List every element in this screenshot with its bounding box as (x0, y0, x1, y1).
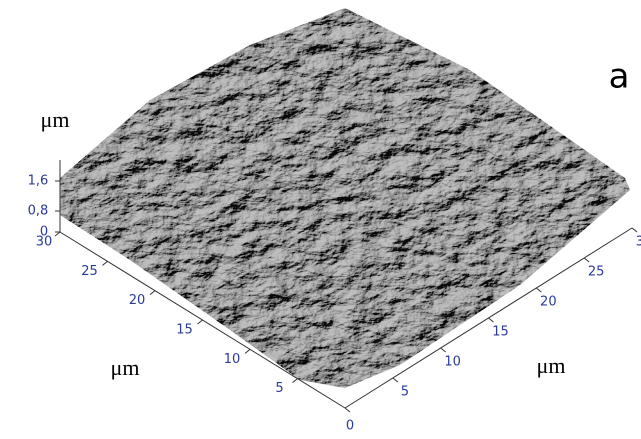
left-tick-mark (244, 348, 251, 354)
right-tick-mark (631, 227, 638, 233)
right-tick-label: 0 (346, 419, 354, 434)
left-tick-mark (149, 290, 156, 296)
right-tick-mark (440, 347, 446, 353)
z-tick-label: 0 (40, 225, 48, 240)
left-tick-label: 25 (81, 264, 98, 279)
left-tick-label: 5 (275, 381, 283, 396)
z-tick-label: 0,8 (28, 204, 49, 219)
right-tick-label: 5 (401, 385, 409, 400)
left-tick-mark (197, 319, 203, 325)
right-tick-label: 30 (636, 235, 641, 250)
right-tick-mark (488, 317, 494, 323)
right-tick-label: 25 (588, 265, 605, 280)
left-tick-label: 10 (224, 352, 241, 367)
right-tick-label: 15 (492, 325, 509, 340)
right-tick-label: 10 (444, 355, 461, 370)
right-tick-mark (583, 257, 590, 263)
left-tick-label: 30 (36, 235, 53, 250)
left-tick-mark (292, 378, 298, 384)
left-tick-label: 20 (129, 293, 146, 308)
left-tick-mark (102, 260, 108, 266)
right-tick-mark (536, 287, 542, 293)
z-axis-label: μm (41, 107, 70, 132)
left-axis-label: μm (111, 355, 140, 380)
right-tick-mark (344, 407, 351, 413)
right-tick-label: 20 (540, 295, 557, 310)
right-tick-mark (392, 377, 399, 383)
left-tick-label: 15 (176, 323, 193, 338)
panel-label: a (609, 57, 630, 97)
z-tick-label: 1,6 (28, 174, 49, 189)
right-axis-label: μm (537, 353, 566, 378)
left-tick-mark (54, 231, 61, 237)
